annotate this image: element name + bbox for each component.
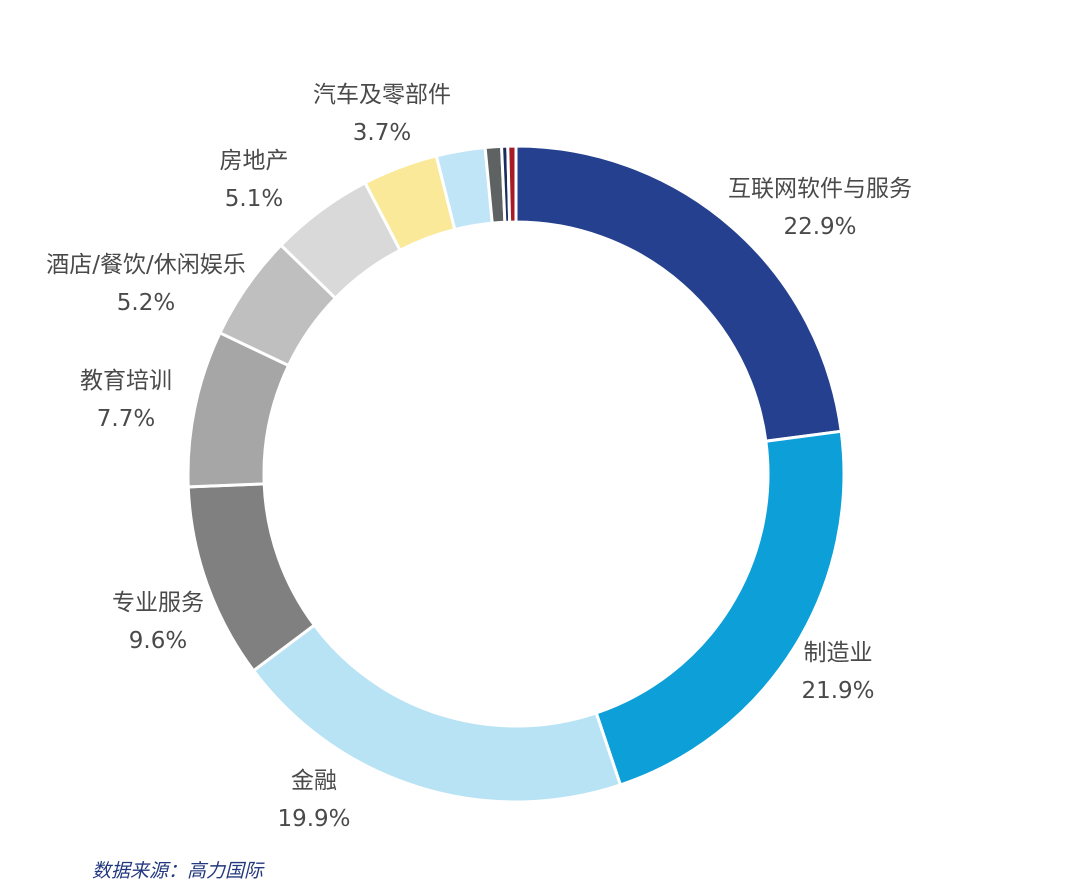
slice-value-label: 3.7% <box>353 120 411 146</box>
slice-value-label: 9.6% <box>129 628 187 654</box>
slice-name-label: 专业服务 <box>112 590 204 616</box>
slice-value-label: 7.7% <box>97 406 155 432</box>
slice-value-label: 22.9% <box>783 214 856 240</box>
slice-name-label: 汽车及零部件 <box>313 82 451 108</box>
slice-value-label: 5.1% <box>225 186 283 212</box>
slice-name-label: 制造业 <box>804 640 873 666</box>
slice-labels: 互联网软件与服务 22.9% 制造业 21.9% 金融 19.9% 专业服务 9.6% 教育培训… <box>46 82 912 832</box>
data-source-note: 数据来源：高力国际 <box>92 860 264 882</box>
slice-value-label: 5.2% <box>117 290 175 316</box>
donut-slices <box>186 144 846 804</box>
slice-name-label: 教育培训 <box>80 368 172 394</box>
slice-name-label: 互联网软件与服务 <box>728 176 912 202</box>
donut-slice-11 <box>506 144 518 224</box>
slice-value-label: 21.9% <box>801 678 874 704</box>
slice-value-label: 19.9% <box>277 806 350 832</box>
slice-name-label: 酒店/餐饮/休闲娱乐 <box>46 252 246 278</box>
donut-slice-1 <box>594 429 846 787</box>
slice-name-label: 金融 <box>291 768 337 794</box>
slice-name-label: 房地产 <box>220 148 289 174</box>
